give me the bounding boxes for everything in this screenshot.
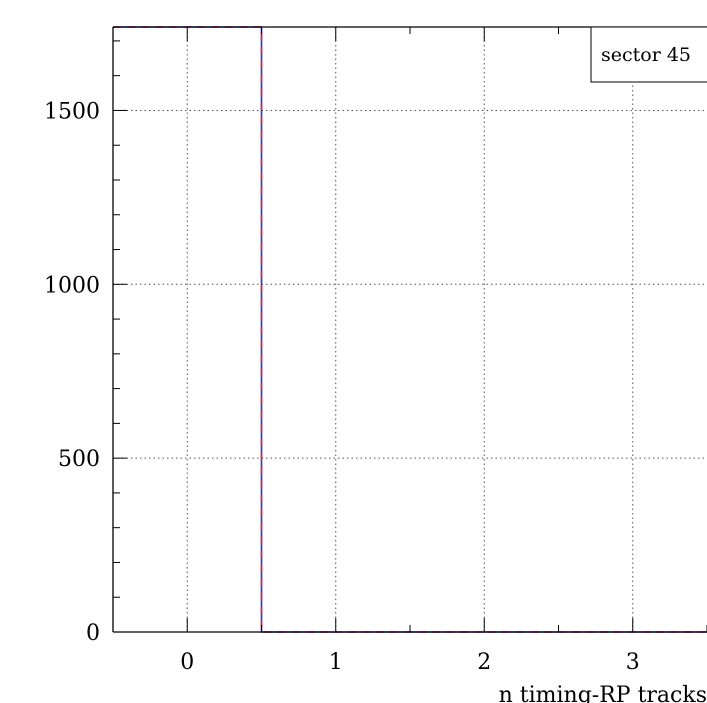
x-tick-label: 1 — [329, 650, 343, 675]
series-line-1 — [113, 26, 707, 633]
y-tick-label: 1000 — [44, 273, 100, 298]
x-tick-label: 2 — [477, 650, 491, 675]
x-tick-label: 0 — [180, 650, 194, 675]
y-tick-label: 500 — [58, 447, 100, 472]
y-tick-label: 0 — [86, 621, 100, 646]
axis-ticks — [112, 27, 707, 633]
y-tick-labels: 0 500 1000 1500 — [44, 99, 100, 646]
legend-text: sector 45 — [601, 44, 691, 66]
legend-box: sector 45 — [590, 26, 707, 83]
x-axis-title: n timing-RP tracks — [499, 683, 707, 703]
series-group — [113, 26, 707, 633]
x-tick-label: 3 — [626, 650, 640, 675]
series-line-2 — [113, 26, 707, 633]
axes-frame — [112, 26, 707, 633]
y-tick-label: 1500 — [44, 99, 100, 124]
grid-lines — [113, 27, 707, 632]
x-tick-labels: 0 1 2 3 — [180, 650, 640, 675]
